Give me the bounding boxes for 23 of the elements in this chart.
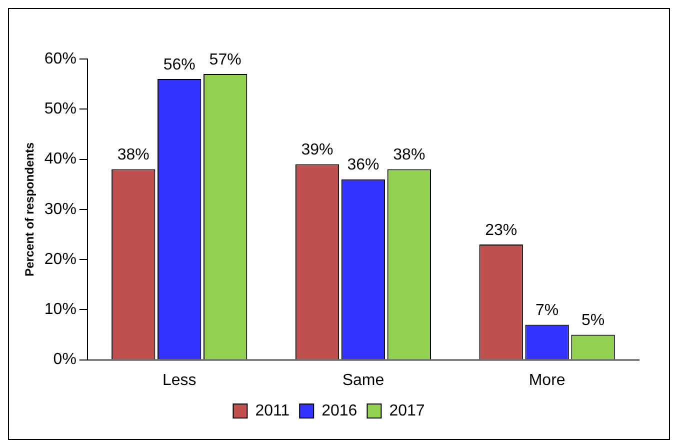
data-label: 36% bbox=[347, 156, 380, 174]
data-label: 38% bbox=[117, 146, 150, 164]
x-tick-label: Less bbox=[162, 372, 196, 389]
data-label: 57% bbox=[209, 51, 242, 68]
data-label: 39% bbox=[301, 142, 334, 159]
legend-label: 2011 bbox=[255, 402, 290, 420]
y-tick-label: 0% bbox=[53, 351, 76, 368]
y-tick-label: 30% bbox=[44, 200, 76, 218]
y-tick-label: 10% bbox=[44, 301, 76, 318]
y-tick-label: 60% bbox=[44, 50, 76, 68]
x-tick-label: Same bbox=[342, 372, 384, 389]
legend-label: 2017 bbox=[389, 402, 425, 420]
y-axis-title: Percent of respondents bbox=[22, 142, 37, 276]
data-label: 5% bbox=[581, 312, 605, 330]
data-label: 56% bbox=[163, 56, 196, 74]
data-label: 38% bbox=[393, 146, 426, 164]
x-tick-label: More bbox=[528, 372, 566, 389]
data-label: 7% bbox=[536, 302, 559, 320]
legend-label: 2016 bbox=[322, 402, 358, 420]
y-tick-label: 50% bbox=[44, 100, 76, 118]
y-tick-label: 20% bbox=[44, 250, 76, 268]
data-label: 23% bbox=[485, 222, 518, 239]
y-tick-label: 40% bbox=[44, 150, 76, 168]
